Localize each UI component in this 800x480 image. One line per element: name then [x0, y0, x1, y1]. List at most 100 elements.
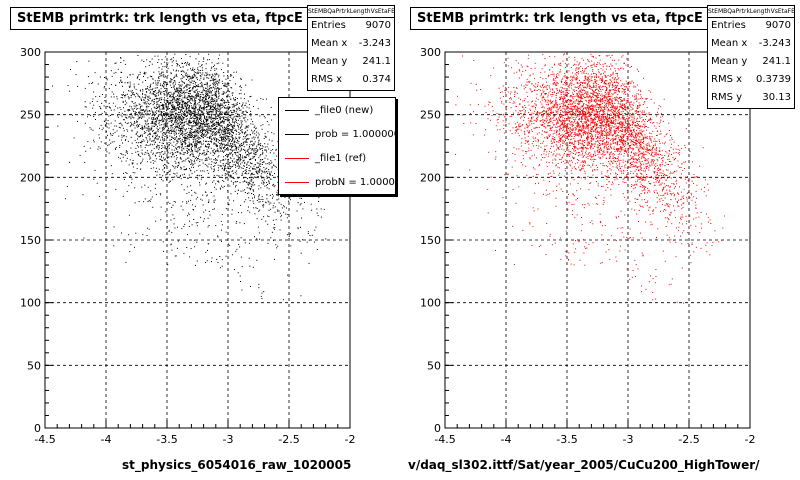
scatter-point	[502, 197, 504, 199]
scatter-point	[616, 107, 618, 109]
scatter-point	[206, 72, 208, 74]
scatter-point	[121, 153, 123, 155]
scatter-point	[258, 134, 260, 136]
scatter-point	[212, 208, 214, 210]
scatter-point	[212, 181, 213, 183]
scatter-point	[132, 116, 134, 118]
scatter-point	[203, 105, 205, 107]
scatter-point	[230, 141, 232, 142]
scatter-point	[132, 172, 134, 173]
scatter-point	[129, 85, 131, 87]
scatter-point	[228, 158, 230, 160]
scatter-point	[232, 109, 234, 111]
scatter-point	[142, 126, 144, 128]
scatter-point	[93, 141, 95, 143]
scatter-point	[273, 152, 275, 154]
scatter-point	[226, 114, 228, 116]
scatter-point	[150, 140, 152, 142]
scatter-point	[171, 96, 173, 97]
scatter-point	[248, 206, 249, 208]
scatter-point	[216, 126, 218, 128]
scatter-point	[147, 110, 149, 112]
scatter-point	[222, 164, 224, 166]
scatter-point	[179, 147, 181, 149]
scatter-point	[693, 174, 695, 175]
scatter-point	[240, 122, 242, 124]
scatter-point	[129, 176, 130, 178]
scatter-point	[207, 132, 208, 134]
scatter-point	[211, 114, 213, 116]
scatter-point	[284, 206, 286, 208]
scatter-point	[189, 99, 191, 101]
scatter-point	[195, 77, 197, 79]
scatter-point	[142, 153, 144, 155]
scatter-point	[135, 88, 137, 90]
scatter-point	[180, 166, 181, 168]
scatter-point	[202, 101, 204, 103]
scatter-point	[226, 96, 228, 98]
scatter-point	[261, 170, 263, 172]
scatter-point	[180, 117, 182, 119]
scatter-point	[219, 161, 221, 163]
scatter-point	[212, 125, 214, 127]
scatter-point	[247, 134, 249, 136]
scatter-point	[166, 85, 167, 87]
scatter-point	[189, 133, 191, 135]
scatter-point	[277, 181, 279, 183]
scatter-point	[139, 111, 141, 113]
scatter-point	[551, 112, 553, 114]
scatter-point	[174, 112, 176, 114]
scatter-point	[178, 99, 180, 101]
scatter-point	[301, 197, 302, 199]
scatter-point	[148, 136, 150, 138]
scatter-point	[209, 85, 210, 87]
scatter-point	[179, 102, 181, 103]
scatter-point	[270, 178, 272, 180]
scatter-point	[261, 218, 263, 220]
scatter-point	[206, 133, 208, 135]
scatter-point	[215, 122, 217, 124]
scatter-point	[98, 146, 100, 148]
scatter-point	[208, 53, 210, 55]
scatter-point	[200, 77, 202, 79]
scatter-point	[164, 118, 165, 120]
scatter-point	[206, 165, 208, 167]
scatter-point	[116, 130, 118, 132]
scatter-point	[227, 124, 228, 126]
scatter-point	[192, 87, 194, 89]
scatter-point	[140, 114, 142, 116]
scatter-point	[206, 103, 208, 105]
scatter-point	[151, 58, 153, 60]
scatter-point	[178, 128, 180, 129]
scatter-point	[174, 130, 175, 132]
scatter-point	[555, 100, 557, 102]
scatter-point	[271, 132, 273, 134]
scatter-point	[250, 162, 252, 164]
scatter-point	[217, 113, 219, 115]
scatter-point	[167, 129, 168, 131]
scatter-point	[272, 227, 274, 229]
scatter-point	[134, 113, 136, 115]
scatter-point	[234, 164, 236, 165]
scatter-point	[115, 146, 117, 148]
scatter-point	[162, 84, 163, 86]
scatter-point	[175, 148, 177, 150]
scatter-point	[199, 125, 201, 126]
scatter-point	[139, 142, 141, 144]
scatter-point	[152, 119, 154, 121]
scatter-point	[144, 127, 146, 129]
scatter-point	[211, 94, 213, 96]
scatter-point	[244, 162, 246, 164]
scatter-point	[252, 123, 254, 125]
scatter-point	[651, 151, 653, 153]
scatter-point	[197, 85, 199, 87]
scatter-point	[175, 60, 177, 62]
scatter-point	[156, 127, 158, 129]
scatter-point	[206, 130, 208, 132]
scatter-point	[152, 144, 154, 146]
scatter-point	[215, 162, 217, 163]
scatter-point	[162, 108, 164, 110]
scatter-point	[271, 119, 273, 121]
scatter-point	[163, 86, 165, 88]
scatter-point	[259, 209, 261, 211]
